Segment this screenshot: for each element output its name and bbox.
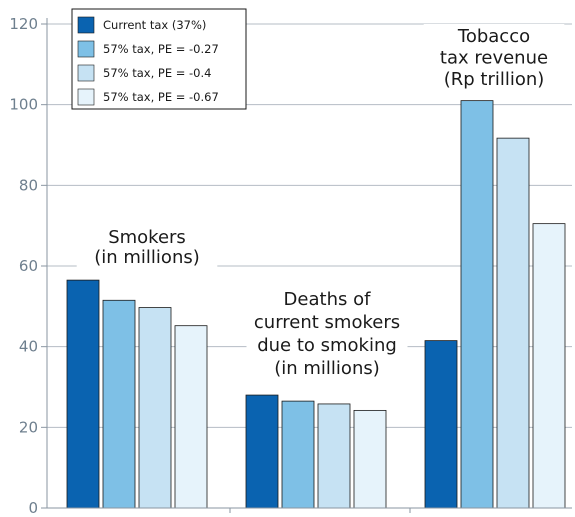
bar-57-tax-pe-0-4-group-2 (317, 403, 351, 509)
y-tick-label: 40 (19, 338, 38, 356)
legend-swatch (77, 88, 95, 106)
legend-label: Current tax (37%) (103, 18, 206, 32)
bar-57-tax-pe-0-27-group-3 (460, 100, 494, 509)
category-label-line: (in millions) (274, 358, 380, 379)
legend-swatch (77, 16, 95, 34)
bar-57-tax-pe-0-27-group-1 (102, 299, 136, 509)
legend-swatch (77, 40, 95, 58)
bar-57-tax-pe-0-4-group-3 (496, 137, 530, 509)
bar-57-tax-pe-0-67-group-2 (353, 409, 387, 509)
y-tick-label: 0 (28, 499, 38, 513)
y-tick-label: 120 (9, 15, 38, 33)
category-label-line: Smokers (108, 227, 186, 248)
axes (41, 18, 572, 513)
group-label-backdrop (423, 24, 565, 95)
legend-label: 57% tax, PE = -0.67 (103, 90, 219, 104)
y-tick-label: 20 (19, 418, 38, 436)
category-label-line: due to smoking (257, 335, 397, 356)
bar-57-tax-pe-0-67-group-1 (174, 325, 208, 509)
bar-current-tax-37--group-3 (424, 340, 458, 509)
legend-label: 57% tax, PE = -0.4 (103, 66, 211, 80)
category-label-line: Deaths of (284, 289, 372, 310)
bars (66, 100, 566, 509)
category-label-line: tax revenue (440, 48, 548, 69)
category-label-line: (Rp trillion) (444, 69, 545, 90)
legend-swatch (77, 64, 95, 82)
category-label-line: Tobacco (457, 26, 530, 47)
y-tick-labels: 0 20 40 60 80 100 120 (9, 15, 38, 517)
bar-current-tax-37--group-2 (245, 394, 279, 509)
group-label-backdrop (76, 225, 218, 271)
group-label-backdrop (246, 287, 408, 385)
bar-57-tax-pe-0-27-group-2 (281, 400, 315, 509)
legend-label: 57% tax, PE = -0.27 (103, 42, 219, 56)
y-tick-label: 80 (19, 176, 38, 194)
category-label-line: (in millions) (94, 247, 200, 268)
y-tick-label: 60 (19, 257, 38, 275)
legend-box (71, 8, 247, 110)
bar-57-tax-pe-0-4-group-1 (138, 307, 172, 509)
legend: Current tax (37%) 57% tax, PE = -0.27 57% … (71, 8, 247, 110)
bar-current-tax-37--group-1 (66, 279, 100, 509)
category-label-line: current smokers (254, 312, 400, 333)
bar-57-tax-pe-0-67-group-3 (532, 223, 566, 509)
y-tick-label: 100 (9, 96, 38, 114)
